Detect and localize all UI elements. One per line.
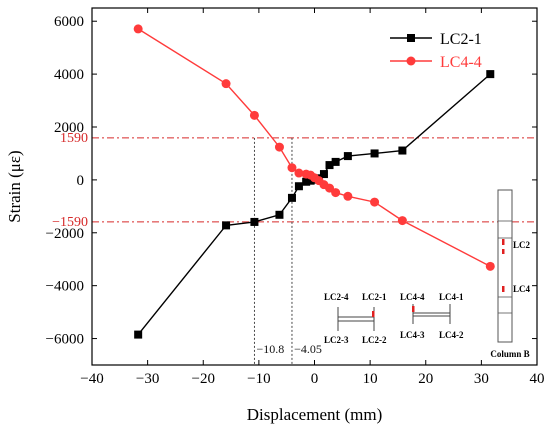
- y-tick-label: −2000: [46, 226, 84, 242]
- data-point-lc2-1: [370, 149, 379, 158]
- column-gauge-lc4: [502, 286, 505, 292]
- column-gauge-lc2b: [502, 249, 505, 254]
- legend-label-lc2-1: LC2-1: [440, 31, 482, 48]
- x-tick-label: −10: [247, 371, 270, 387]
- ref-line-label: −4.05: [294, 342, 322, 356]
- series-line-lc4-4: [137, 28, 491, 267]
- x-tick-label: 30: [474, 371, 489, 387]
- inset-label-lc4-2: LC4-2: [439, 330, 464, 340]
- data-point-lc2-1: [486, 70, 495, 79]
- data-point-lc2-1: [275, 210, 284, 219]
- ref-line-label: −1590: [52, 215, 88, 230]
- data-point-lc4-4: [249, 110, 259, 120]
- column-outline: [497, 189, 513, 343]
- x-tick-label: 40: [530, 371, 545, 387]
- x-tick-label: −20: [192, 371, 215, 387]
- data-point-lc2-1: [343, 152, 352, 161]
- data-point-lc4-4: [370, 197, 380, 207]
- x-axis-label: Displacement (mm): [247, 405, 383, 424]
- inset-sections: LC2-4 LC2-1 LC2-3 LC2-2 LC4-4 LC4-1 LC4-…: [324, 292, 464, 345]
- legend: LC2-1 LC4-4: [390, 31, 482, 71]
- data-point-lc2-1: [325, 161, 334, 170]
- ref-line-label: 1590: [60, 131, 88, 146]
- data-point-lc2-1: [302, 177, 311, 186]
- data-point-lc2-1: [319, 170, 328, 179]
- inset-label-lc4-3: LC4-3: [400, 330, 425, 340]
- x-tick-label: 0: [311, 371, 319, 387]
- column-label-lc2: LC2: [513, 240, 531, 250]
- legend-marker-lc4-4: [406, 56, 416, 66]
- inset-column: LC2 LC4 Column B: [490, 189, 531, 359]
- legend-marker-lc2-1: [407, 34, 415, 42]
- inset-label-lc4-4: LC4-4: [400, 292, 425, 302]
- inset-label-lc2-2: LC2-2: [362, 335, 387, 345]
- data-point-lc2-1: [222, 221, 231, 230]
- data-point-lc4-4: [331, 188, 341, 198]
- data-point-lc2-1: [398, 146, 407, 155]
- data-point-lc2-1: [134, 330, 143, 339]
- data-point-lc4-4: [397, 216, 407, 226]
- data-point-lc4-4: [287, 163, 297, 173]
- inset-label-lc2-3: LC2-3: [324, 335, 349, 345]
- column-gauge-lc2: [502, 239, 505, 245]
- x-tick-label: −30: [136, 371, 159, 387]
- ref-line-label: −10.8: [257, 342, 285, 356]
- axis-labels: Displacement (mm) Strain (με): [5, 150, 382, 424]
- axes: −40 −30 −20 −10 0 10 20 30 40 −6000 −4000 −2000 0 200…: [46, 8, 545, 387]
- y-tick-label: 6000: [54, 14, 84, 30]
- gauge-mark-lc4-4: [412, 306, 415, 312]
- series-line-lc2-1: [137, 73, 491, 336]
- x-tick-label: 10: [363, 371, 378, 387]
- series-layer: [133, 24, 495, 339]
- y-axis-label: Strain (με): [5, 150, 24, 222]
- data-point-lc2-1: [294, 182, 303, 191]
- gauge-mark-lc2-1: [372, 311, 375, 317]
- y-tick-label: 4000: [54, 67, 84, 83]
- column-label-lc4: LC4: [513, 284, 531, 294]
- inset-label-lc2-1: LC2-1: [362, 292, 387, 302]
- data-point-lc2-1: [250, 217, 259, 226]
- data-point-lc2-1: [287, 193, 296, 202]
- reference-lines: 1590 −1590 −10.8 −4.05: [52, 131, 537, 365]
- x-tick-label: 20: [418, 371, 433, 387]
- y-tick-label: −6000: [46, 332, 84, 348]
- inset-label-lc2-4: LC2-4: [324, 292, 349, 302]
- section-sketch-lc2: [337, 307, 375, 331]
- data-point-lc4-4: [221, 79, 231, 89]
- section-sketch-lc4: [412, 304, 451, 324]
- y-tick-label: 0: [77, 173, 85, 189]
- data-point-lc2-1: [331, 157, 340, 166]
- data-point-lc4-4: [274, 142, 284, 152]
- data-point-lc4-4: [343, 191, 353, 201]
- y-tick-label: −4000: [46, 279, 84, 295]
- data-point-lc4-4: [133, 24, 143, 34]
- legend-label-lc4-4: LC4-4: [440, 54, 482, 71]
- data-point-lc4-4: [485, 261, 495, 271]
- column-caption: Column B: [490, 349, 529, 359]
- inset-label-lc4-1: LC4-1: [439, 292, 464, 302]
- x-tick-label: −40: [80, 371, 103, 387]
- data-point-lc4-4: [294, 168, 304, 178]
- y-tick-label: 2000: [54, 120, 84, 136]
